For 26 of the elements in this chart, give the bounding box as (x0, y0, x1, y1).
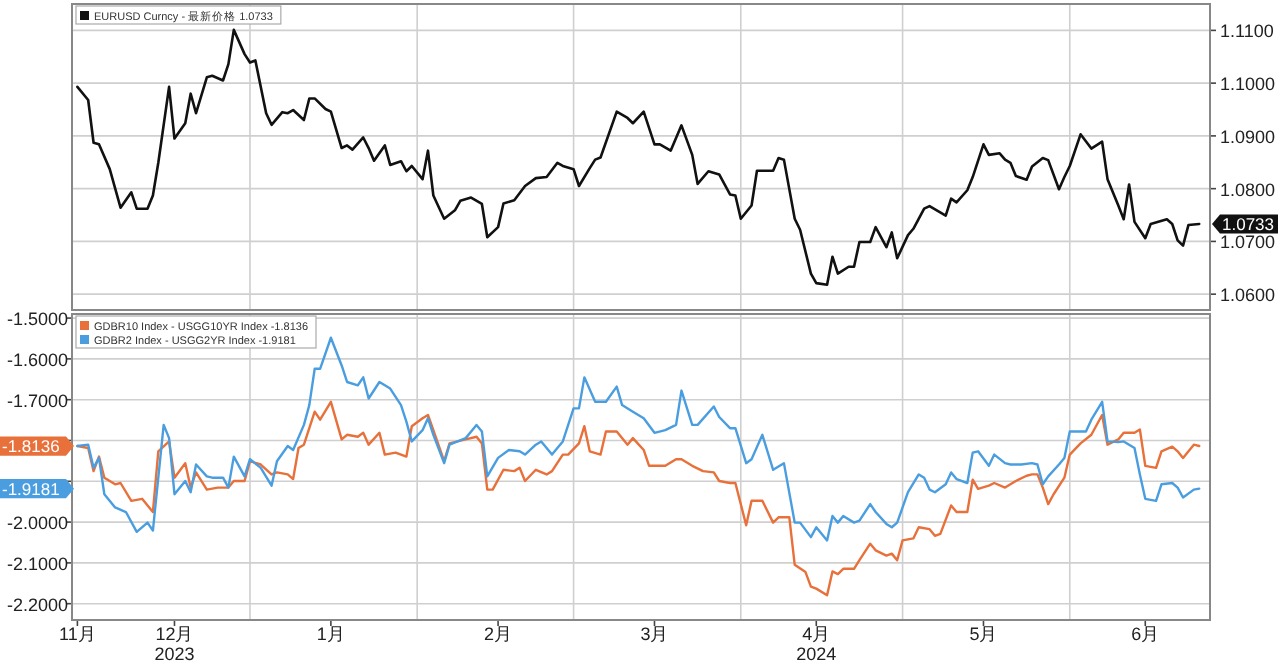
y2-tick-label: 1.0800 (1220, 179, 1276, 200)
x-tick-label: 5月 (969, 624, 998, 644)
y2-tick-label: 1.0900 (1220, 126, 1276, 147)
x-tick-label: 2月 (484, 624, 513, 644)
x-tick-label: 6月 (1131, 624, 1160, 644)
text: -1.9181 (2, 478, 61, 499)
line-series (76, 28, 1201, 286)
y-tick-label: -1.7000 (6, 390, 68, 411)
y2-tick-label: 1.0600 (1220, 285, 1276, 306)
x-tick-label: 3月 (640, 624, 669, 644)
text: -1.8136 (2, 436, 61, 457)
x-tick-label: 11月 (59, 624, 96, 644)
line-series (76, 400, 1201, 597)
y-tick-label: -2.0000 (6, 513, 68, 534)
y-tick-label: -2.2000 (6, 594, 68, 615)
x-tick-label: 4月 2024 (796, 624, 837, 664)
y-tick-label: -2.1000 (6, 553, 68, 574)
y2-tick-label: 1.1100 (1220, 21, 1274, 42)
y2-tick-label: 1.0700 (1220, 232, 1276, 253)
line-series (76, 336, 1201, 542)
y-tick-label: -1.6000 (6, 349, 68, 370)
x-tick-label: 12月 2023 (154, 624, 195, 664)
x-tick-label: 1月 (316, 624, 345, 644)
text: 1.0733 (1222, 214, 1275, 234)
y-tick-label: -1.5000 (6, 309, 68, 330)
y2-tick-label: 1.1000 (1220, 74, 1276, 95)
